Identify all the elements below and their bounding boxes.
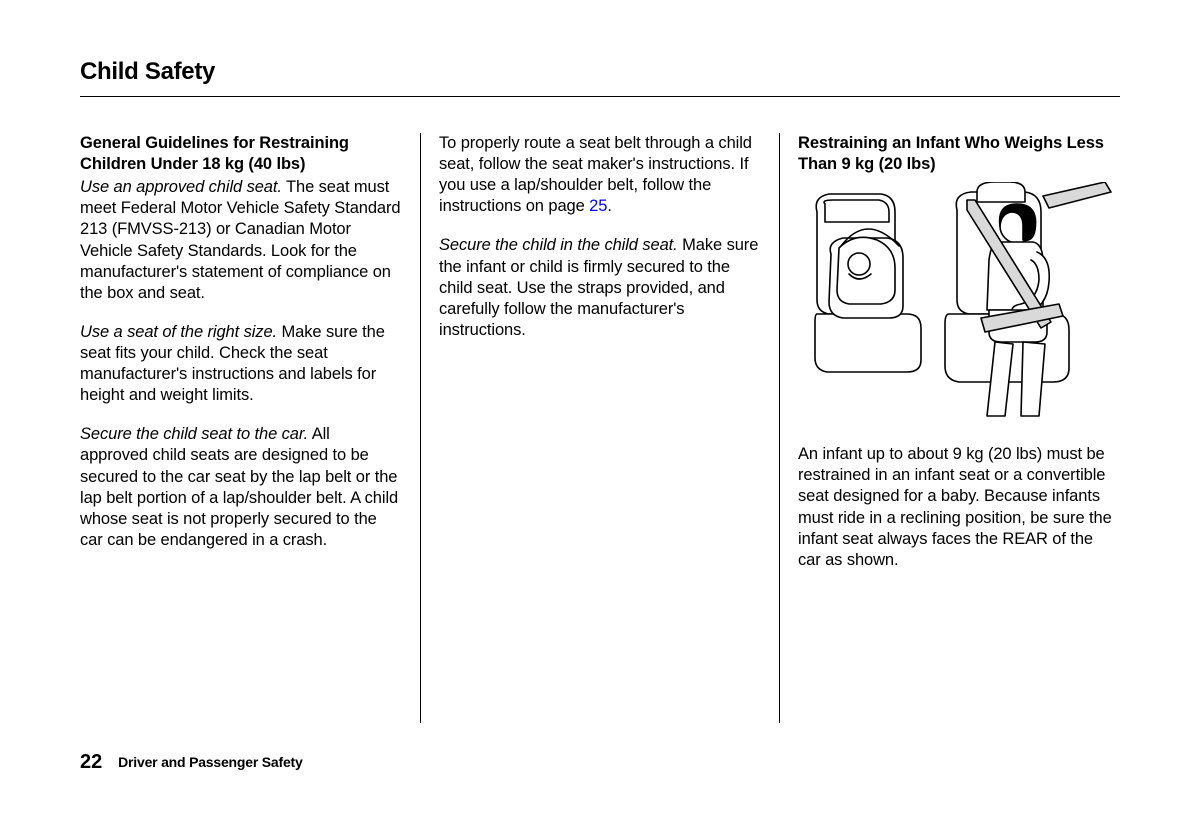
col1-p3-lead: Secure the child seat to the car. (80, 425, 308, 443)
page-number: 22 (80, 751, 102, 773)
column-3: Restraining an Infant Who Weighs Less Th… (780, 133, 1120, 723)
col2-p1-b: . (607, 197, 611, 215)
col2-para-2: Secure the child in the child seat. Make… (439, 235, 761, 341)
page-footer: 22 Driver and Passenger Safety (80, 751, 303, 774)
col1-para-2: Use a seat of the right size. Make sure … (80, 322, 402, 406)
column-2: To properly route a seat belt through a … (421, 133, 780, 723)
content-columns: General Guidelines for Restraining Child… (80, 133, 1120, 723)
col1-para-3: Secure the child seat to the car. All ap… (80, 424, 402, 551)
col1-p1-body: The seat must meet Federal Motor Vehicle… (80, 178, 400, 302)
col1-para-1: Use an approved child seat. The seat mus… (80, 177, 402, 304)
footer-section-label: Driver and Passenger Safety (118, 754, 302, 770)
col1-p1-lead: Use an approved child seat. (80, 178, 282, 196)
title-divider (80, 96, 1120, 97)
col1-p3-body: All approved child seats are designed to… (80, 425, 398, 549)
col1-heading: General Guidelines for Restraining Child… (80, 133, 402, 174)
col3-para-1: An infant up to about 9 kg (20 lbs) must… (798, 444, 1120, 571)
col3-heading: Restraining an Infant Who Weighs Less Th… (798, 133, 1120, 174)
page-title: Child Safety (80, 58, 1120, 86)
col1-p2-lead: Use a seat of the right size. (80, 323, 277, 341)
col2-para-1: To properly route a seat belt through a … (439, 133, 761, 217)
page-link-25[interactable]: 25 (589, 197, 607, 215)
infant-seat-illustration (798, 182, 1120, 422)
column-1: General Guidelines for Restraining Child… (80, 133, 421, 723)
col2-p2-lead: Secure the child in the child seat. (439, 236, 678, 254)
